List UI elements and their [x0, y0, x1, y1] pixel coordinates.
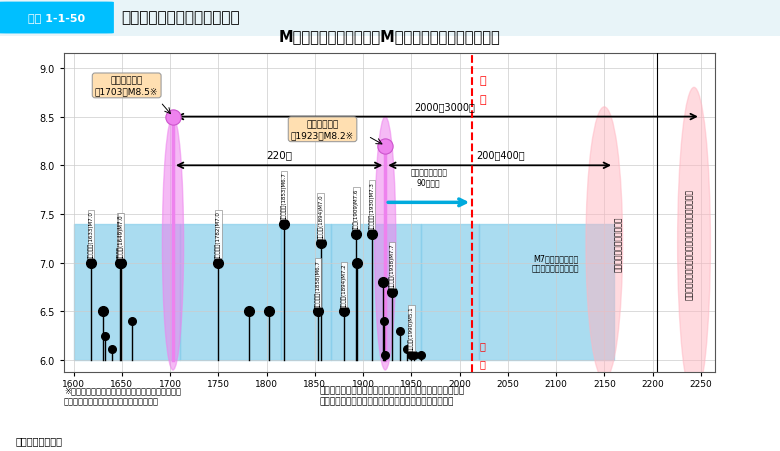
- Text: 慶安相模(1648)M7.0: 慶安相模(1648)M7.0: [117, 214, 122, 258]
- Text: 安政小田原(1853)M6.7: 安政小田原(1853)M6.7: [281, 172, 287, 220]
- Text: 相模トラフ沿い地震発生履歴: 相模トラフ沿い地震発生履歴: [121, 10, 239, 25]
- Text: 東京大火(1894)M7.2: 東京大火(1894)M7.2: [341, 262, 346, 307]
- FancyBboxPatch shape: [0, 3, 114, 34]
- Ellipse shape: [374, 117, 396, 370]
- Text: 天保小田原(1782)M7.0: 天保小田原(1782)M7.0: [215, 211, 222, 258]
- Text: 明治東京(1894)M7.0: 明治東京(1894)M7.0: [317, 194, 324, 239]
- Text: 中伊豆大仁(1930)M7.3: 中伊豆大仁(1930)M7.3: [369, 181, 374, 229]
- Text: 大正関東地震
（1923）M8.2※: 大正関東地震 （1923）M8.2※: [291, 120, 354, 140]
- Ellipse shape: [678, 88, 711, 399]
- FancyBboxPatch shape: [0, 0, 780, 37]
- Text: 2000～3000年: 2000～3000年: [415, 101, 476, 111]
- Text: M８クラスの地震の前にM７クラスの地震が複数発生: M８クラスの地震の前にM７クラスの地震が複数発生: [278, 29, 501, 44]
- Text: ※元禄関東地震と大正関東地震のマグニチュードは
　本検討会で津波の再現計算から求めた値: ※元禄関東地震と大正関東地震のマグニチュードは 本検討会で津波の再現計算から求め…: [64, 386, 181, 405]
- Text: 元禄関東地震
（1703）M8.5※: 元禄関東地震 （1703）M8.5※: [95, 77, 158, 96]
- Text: 大正関東地震タイプの地震：今後３０年間で、ほぼ０～２％
元禄関東地震タイプの地震：今後３０年間で、ほぼ０％: 大正関東地震タイプの地震：今後３０年間で、ほぼ０～２％ 元禄関東地震タイプの地震…: [320, 386, 465, 405]
- Text: 出典：内閣府資料: 出典：内閣府資料: [16, 436, 62, 446]
- Text: 大正関東地震タイプの地震: 大正関東地震タイプの地震: [615, 216, 623, 272]
- Text: 在: 在: [480, 95, 487, 105]
- Text: 浦賀水道(1990)M5.1: 浦賀水道(1990)M5.1: [409, 306, 414, 351]
- Text: 図表 1-1-50: 図表 1-1-50: [27, 13, 85, 23]
- Text: 在: 在: [480, 359, 486, 368]
- Text: 慶長小田原(1633)M7.0: 慶長小田原(1633)M7.0: [88, 211, 94, 258]
- Text: 元禄関東地震タイプの地震もしくは最大クラスの地震: 元禄関東地震タイプの地震もしくは最大クラスの地震: [685, 189, 693, 299]
- Text: 十勝腰地(1938)M7.7: 十勝腰地(1938)M7.7: [389, 243, 395, 287]
- Text: 現: 現: [480, 341, 486, 351]
- Text: 220年: 220年: [266, 150, 292, 160]
- Ellipse shape: [586, 108, 622, 380]
- Text: 200～400年: 200～400年: [476, 150, 524, 160]
- Text: 大正関東地震から
90年経過: 大正関東地震から 90年経過: [410, 168, 447, 187]
- Text: 慶応小田原(1858)M6.7: 慶応小田原(1858)M6.7: [315, 259, 321, 307]
- Ellipse shape: [162, 117, 183, 370]
- Text: 北丹後(1909)M7.6: 北丹後(1909)M7.6: [353, 188, 359, 229]
- Text: M7クラスの地震が
発生する可能性が高い: M7クラスの地震が 発生する可能性が高い: [532, 253, 580, 273]
- Text: 現: 現: [480, 75, 487, 85]
- Text: 慶安武蔵(1649)M7.0: 慶安武蔵(1649)M7.0: [118, 214, 124, 258]
